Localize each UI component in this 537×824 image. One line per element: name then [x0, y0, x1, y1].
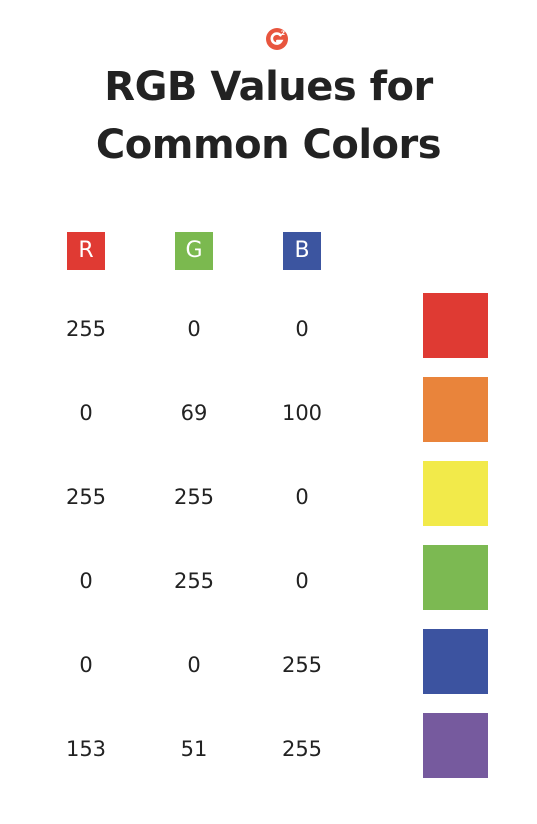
row-1-b-value: 100	[281, 401, 323, 425]
g2-logo-icon: 2	[266, 28, 288, 50]
header-badge-r: R	[67, 232, 105, 270]
svg-text:2: 2	[281, 29, 286, 37]
row-0-b-value: 0	[295, 317, 309, 341]
row-1-g-value: 69	[180, 401, 208, 425]
header-badge-b: B	[283, 232, 321, 270]
color-swatch-green	[423, 545, 488, 610]
color-swatch-red	[423, 293, 488, 358]
row-4-b-value: 255	[281, 653, 323, 677]
row-4-r-value: 0	[79, 653, 93, 677]
row-2-r-value: 255	[65, 485, 107, 509]
page-title-line-1: RGB Values for	[104, 64, 433, 110]
header-badge-g: G	[175, 232, 213, 270]
color-swatch-orange	[423, 377, 488, 442]
row-5-r-value: 153	[65, 737, 107, 761]
color-swatch-yellow	[423, 461, 488, 526]
row-2-b-value: 0	[295, 485, 309, 509]
row-3-r-value: 0	[79, 569, 93, 593]
row-3-g-value: 255	[173, 569, 215, 593]
page-title-line-2: Common Colors	[95, 122, 442, 168]
row-1-r-value: 0	[79, 401, 93, 425]
row-4-g-value: 0	[187, 653, 201, 677]
row-2-g-value: 255	[173, 485, 215, 509]
row-3-b-value: 0	[295, 569, 309, 593]
color-swatch-purple	[423, 713, 488, 778]
row-0-r-value: 255	[65, 317, 107, 341]
row-0-g-value: 0	[187, 317, 201, 341]
color-swatch-blue	[423, 629, 488, 694]
row-5-b-value: 255	[281, 737, 323, 761]
row-5-g-value: 51	[180, 737, 208, 761]
